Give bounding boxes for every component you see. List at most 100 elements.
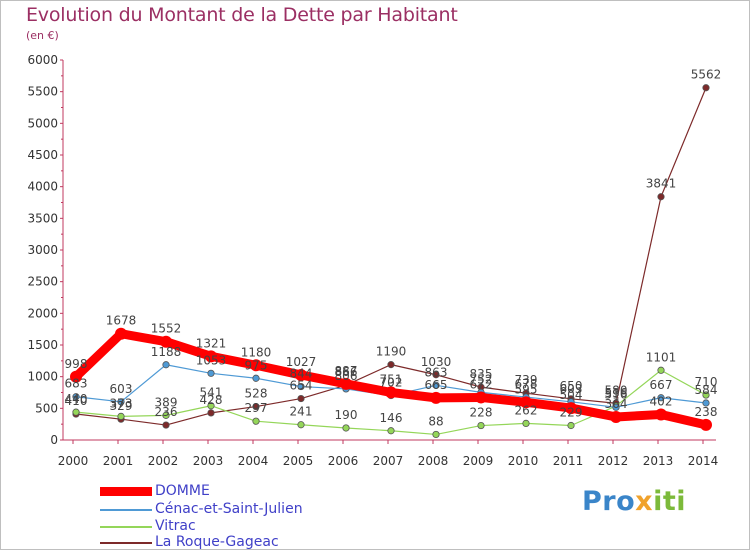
data-label: 654 bbox=[290, 379, 313, 393]
data-point bbox=[700, 418, 712, 431]
y-tick-label: 3500 bbox=[27, 211, 58, 225]
data-label: 1190 bbox=[376, 345, 407, 359]
data-label: 844 bbox=[290, 367, 313, 381]
data-point bbox=[610, 410, 622, 423]
data-label: 975 bbox=[245, 358, 268, 372]
data-label: 1180 bbox=[241, 345, 272, 359]
data-label: 702 bbox=[380, 376, 403, 390]
x-tick-label: 2003 bbox=[193, 454, 224, 468]
data-label: 1678 bbox=[106, 314, 137, 328]
data-label: 262 bbox=[515, 403, 538, 417]
data-point bbox=[207, 409, 215, 417]
data-label: 190 bbox=[335, 408, 358, 422]
x-tick-label: 2000 bbox=[58, 454, 89, 468]
data-point bbox=[522, 419, 530, 428]
data-point bbox=[432, 371, 440, 379]
y-tick-label: 6000 bbox=[27, 53, 58, 67]
legend-label: DOMME bbox=[155, 483, 210, 499]
data-label: 297 bbox=[245, 401, 268, 415]
data-label: 536 bbox=[605, 386, 628, 400]
data-point bbox=[117, 412, 125, 420]
data-point bbox=[252, 374, 260, 382]
x-tick-label: 2009 bbox=[463, 454, 494, 468]
legend-swatch bbox=[100, 509, 152, 511]
data-point bbox=[657, 394, 665, 402]
data-point bbox=[160, 335, 172, 348]
data-point bbox=[385, 386, 397, 399]
y-tick-label: 4500 bbox=[27, 148, 58, 162]
data-point bbox=[297, 382, 305, 391]
data-label: 402 bbox=[650, 395, 673, 409]
legend-swatch bbox=[100, 487, 152, 496]
data-point bbox=[205, 350, 217, 363]
legend-label: Vitrac bbox=[155, 518, 196, 534]
data-label: 146 bbox=[380, 411, 403, 425]
data-point bbox=[207, 402, 215, 410]
data-label: 541 bbox=[200, 386, 223, 400]
y-tick-label: 1000 bbox=[27, 370, 58, 384]
brand-logo: Proxiti bbox=[582, 486, 686, 517]
x-tick-label: 2007 bbox=[373, 454, 404, 468]
x-tick-label: 2005 bbox=[283, 454, 314, 468]
data-label: 603 bbox=[560, 382, 583, 396]
data-label: 835 bbox=[470, 367, 493, 381]
data-point bbox=[567, 421, 575, 430]
data-point bbox=[162, 361, 170, 369]
chart-axes: 0 500 1000 1500 2000 2500 3000 3500 4000 4500 5000… bbox=[27, 53, 718, 468]
y-tick-label: 3000 bbox=[27, 243, 58, 257]
data-label: 1552 bbox=[151, 322, 182, 336]
data-label: 3841 bbox=[646, 177, 677, 191]
y-tick-label: 2000 bbox=[27, 306, 58, 320]
data-label: 236 bbox=[155, 405, 178, 419]
y-tick-label: 500 bbox=[35, 401, 58, 415]
data-label: 665 bbox=[425, 378, 448, 392]
chart-value-labels: 410 329 236 428 528 654 866 1190 1030 835 739 650 58… bbox=[65, 68, 722, 429]
data-point bbox=[520, 396, 532, 409]
data-point bbox=[117, 398, 125, 406]
data-point bbox=[162, 411, 170, 419]
chart-subtitle: (en €) bbox=[26, 29, 59, 42]
data-point bbox=[387, 361, 395, 369]
data-label: 528 bbox=[245, 387, 268, 401]
data-point bbox=[702, 391, 710, 399]
data-label: 1321 bbox=[196, 336, 227, 350]
legend-label: La Roque-Gageac bbox=[155, 534, 279, 550]
x-tick-label: 2006 bbox=[328, 454, 359, 468]
data-label: 683 bbox=[65, 377, 88, 391]
y-tick-label: 0 bbox=[50, 433, 58, 447]
data-label: 5562 bbox=[691, 68, 722, 82]
data-label: 739 bbox=[515, 373, 538, 387]
data-label: 329 bbox=[110, 399, 133, 413]
x-tick-label: 2002 bbox=[148, 454, 179, 468]
legend-label: Cénac-et-Saint-Julien bbox=[155, 501, 303, 517]
x-tick-label: 2013 bbox=[643, 454, 674, 468]
x-tick-label: 2011 bbox=[553, 454, 584, 468]
data-label: 998 bbox=[65, 357, 88, 371]
data-label: 595 bbox=[515, 382, 538, 396]
data-point bbox=[72, 393, 80, 401]
data-label: 1053 bbox=[196, 353, 227, 367]
chart-series bbox=[70, 84, 712, 439]
y-tick-label: 4000 bbox=[27, 180, 58, 194]
data-label: 672 bbox=[470, 377, 493, 391]
data-label: 580 bbox=[605, 383, 628, 397]
data-label: 650 bbox=[560, 379, 583, 393]
data-label: 1101 bbox=[646, 350, 677, 364]
x-tick-label: 2012 bbox=[598, 454, 629, 468]
data-point bbox=[340, 377, 352, 390]
data-label: 603 bbox=[110, 382, 133, 396]
data-point bbox=[565, 402, 577, 415]
data-point bbox=[432, 381, 440, 389]
data-point bbox=[657, 366, 665, 374]
data-label: 1027 bbox=[286, 355, 317, 369]
data-point bbox=[655, 408, 667, 421]
x-tick-label: 2010 bbox=[508, 454, 539, 468]
data-label: 229 bbox=[560, 405, 583, 419]
data-point bbox=[207, 369, 215, 377]
data-label: 887 bbox=[335, 364, 358, 378]
data-point bbox=[115, 327, 127, 340]
x-tick-label: 2001 bbox=[103, 454, 134, 468]
data-label: 428 bbox=[200, 393, 223, 407]
y-tick-label: 1500 bbox=[27, 338, 58, 352]
